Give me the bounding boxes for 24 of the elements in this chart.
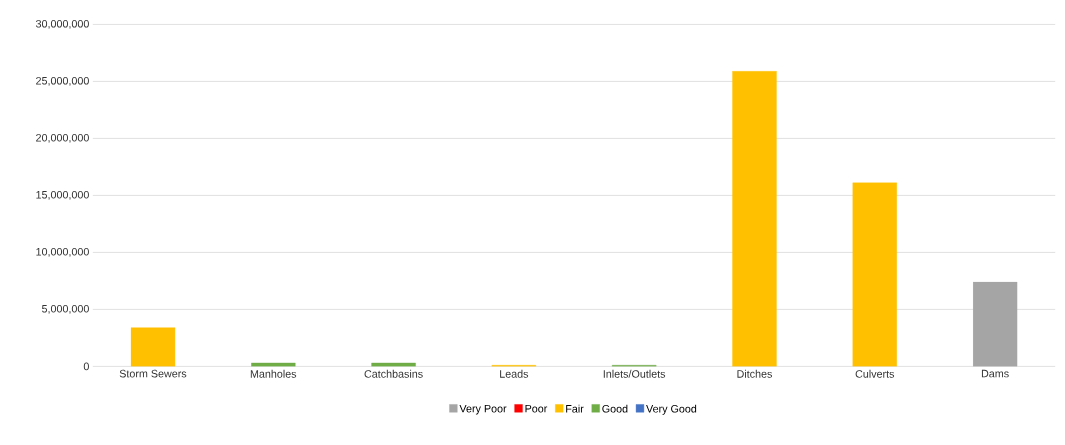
x-tick-label: Inlets/Outlets xyxy=(603,370,666,378)
bar xyxy=(732,71,777,367)
bar xyxy=(130,327,176,367)
y-tick-label: 0 xyxy=(83,362,89,371)
x-tick-label: Manholes xyxy=(250,370,297,378)
legend-label: Very Good xyxy=(646,404,697,415)
x-tick-label: Dams xyxy=(981,370,1009,378)
y-tick-label: 30,000,000 xyxy=(35,20,89,30)
y-tick-label: 10,000,000 xyxy=(36,248,89,258)
x-tick-label: Ditches xyxy=(737,370,772,378)
y-tick-label: 25,000,000 xyxy=(36,77,89,87)
y-tick-label: 15,000,000 xyxy=(36,191,89,201)
legend-label: Very Poor xyxy=(459,405,507,415)
bar xyxy=(852,182,897,367)
legend-label: Poor xyxy=(525,405,548,413)
y-tick-label: 5,000,000 xyxy=(41,305,89,315)
bar xyxy=(972,282,1018,367)
x-tick-label: Leads xyxy=(500,370,529,378)
x-tick-label: Catchbasins xyxy=(364,370,423,378)
y-tick-label: 20,000,000 xyxy=(36,134,89,144)
legend-label: Fair xyxy=(566,404,584,413)
legend-label: Good xyxy=(602,404,628,413)
x-tick-label: Storm Sewers xyxy=(119,370,187,378)
x-tick-label: Culverts xyxy=(855,370,895,378)
